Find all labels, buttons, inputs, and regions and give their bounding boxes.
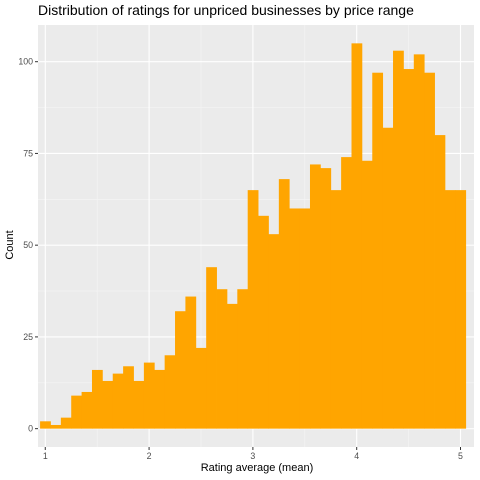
y-tick-label: 25 (23, 332, 33, 342)
histogram-bar (91, 369, 103, 429)
histogram-bar (289, 208, 300, 429)
histogram-bar (268, 234, 280, 429)
histogram-bar (50, 424, 62, 429)
histogram-bar (434, 135, 446, 429)
histogram-bar (164, 355, 176, 429)
histogram-bar (320, 168, 332, 429)
histogram-bar (40, 421, 51, 429)
histogram-bar (424, 72, 435, 429)
histogram-bar (299, 208, 311, 429)
histogram-bar (102, 380, 114, 429)
histogram-bar (330, 190, 342, 429)
histogram-bar (143, 362, 155, 429)
histogram-bar (413, 54, 425, 429)
histogram-bar (175, 311, 186, 429)
x-tick-label: 5 (458, 451, 463, 461)
histogram-bar (237, 289, 249, 429)
histogram-bar (112, 373, 124, 429)
histogram-bar (133, 380, 145, 429)
y-tick-label: 50 (23, 240, 33, 250)
histogram-bar (372, 72, 384, 429)
histogram-bar (216, 289, 228, 429)
histogram-bar (123, 366, 134, 429)
histogram-bar (258, 215, 269, 429)
histogram-bar (455, 190, 467, 429)
x-axis-title: Rating average (mean) (201, 462, 314, 474)
x-axis: 1 2 3 4 5 (43, 447, 463, 461)
x-tick-label: 4 (354, 451, 359, 461)
x-tick-label: 3 (250, 451, 255, 461)
histogram-bars (40, 43, 467, 429)
histogram-bar (71, 395, 82, 429)
y-tick-label: 100 (18, 57, 33, 67)
histogram-bar (247, 190, 259, 429)
histogram-bar (60, 417, 72, 429)
histogram-bar (309, 164, 321, 429)
histogram-bar (361, 160, 373, 429)
histogram-bar (206, 267, 217, 429)
histogram-bar (403, 69, 415, 429)
histogram-bar (185, 296, 197, 429)
histogram-bar (81, 391, 93, 429)
histogram-bar (351, 43, 363, 429)
y-axis: 0 25 50 75 100 (18, 57, 38, 434)
chart-title: Distribution of ratings for unpriced bus… (38, 2, 414, 18)
y-axis-title: Count (4, 230, 16, 259)
y-tick-label: 75 (23, 148, 33, 158)
histogram-bar (278, 179, 290, 429)
histogram-bar (154, 369, 166, 429)
histogram-bar (195, 347, 207, 429)
x-tick-label: 1 (43, 451, 48, 461)
x-tick-label: 2 (147, 451, 152, 461)
y-tick-label: 0 (28, 424, 33, 434)
histogram-bar (226, 303, 238, 429)
histogram-bar (393, 50, 404, 429)
histogram-bar (341, 157, 352, 429)
histogram-bar (444, 190, 456, 429)
histogram-bar (382, 127, 394, 429)
